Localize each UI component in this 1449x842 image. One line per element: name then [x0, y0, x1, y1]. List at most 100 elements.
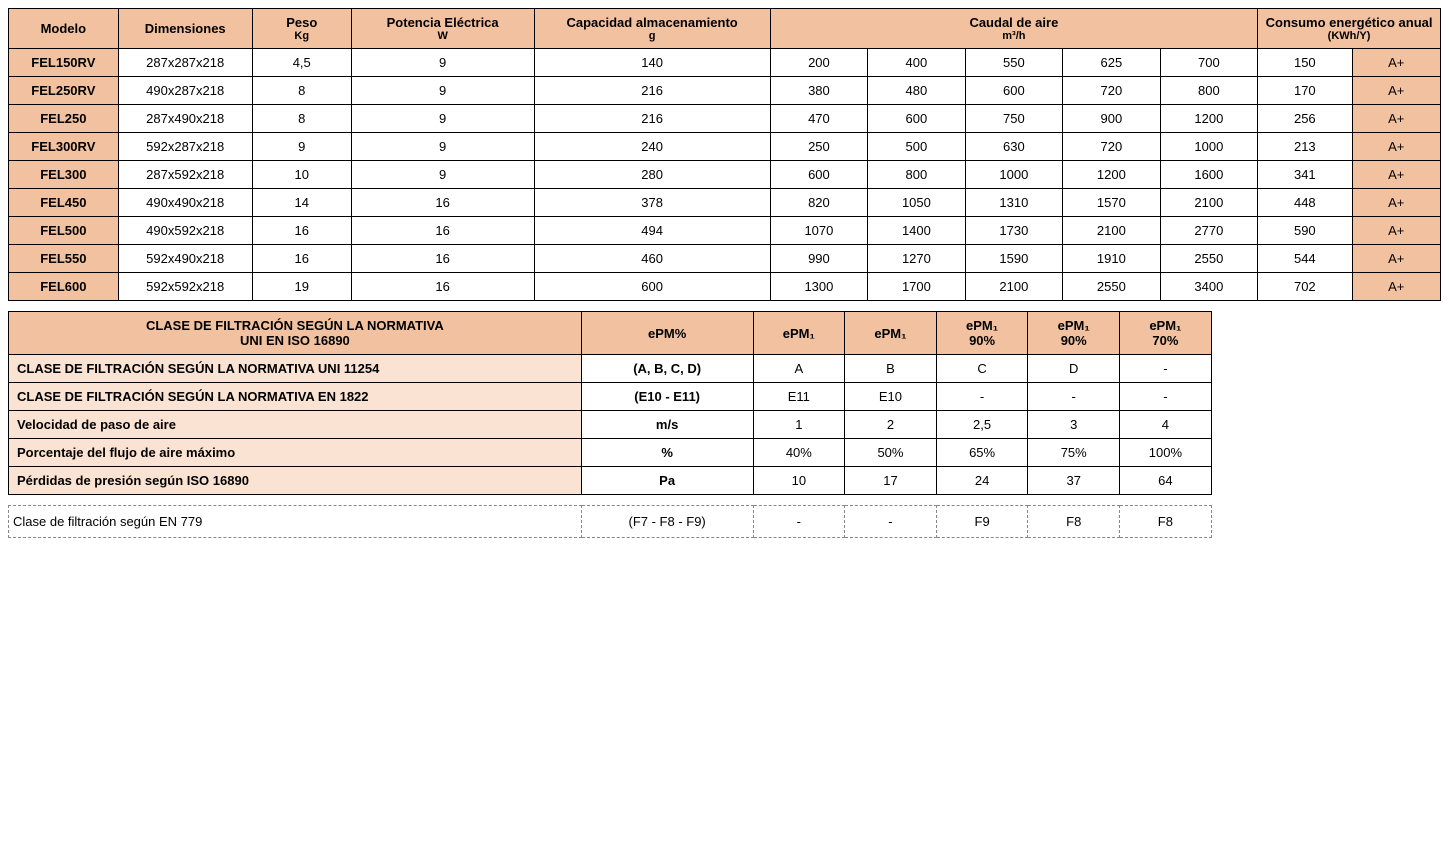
rating-cell: A+	[1352, 273, 1440, 301]
pot-cell: 9	[351, 105, 534, 133]
cap-cell: 216	[534, 77, 770, 105]
filter-header-epm: ePM%	[581, 312, 753, 355]
pot-cell: 9	[351, 77, 534, 105]
filter-row-label: CLASE DE FILTRACIÓN SEGÚN LA NORMATIVA U…	[9, 355, 582, 383]
kwh-cell: 213	[1258, 133, 1352, 161]
rating-cell: A+	[1352, 77, 1440, 105]
spec-table: Modelo Dimensiones Peso Kg Potencia Eléc…	[8, 8, 1441, 301]
filter-row-value: -	[1028, 383, 1120, 411]
q2-cell: 600	[868, 105, 965, 133]
spec-row: FEL600592x592x21819166001300170021002550…	[9, 273, 1441, 301]
filter-header-c5: ePM₁ 70%	[1120, 312, 1212, 355]
filter-row-label: Velocidad de paso de aire	[9, 411, 582, 439]
q2-cell: 1700	[868, 273, 965, 301]
q5-cell: 1000	[1160, 133, 1257, 161]
peso-cell: 14	[252, 189, 351, 217]
header-capacidad: Capacidad almacenamiento g	[534, 9, 770, 49]
q1-cell: 380	[770, 77, 867, 105]
q4-cell: 720	[1063, 133, 1160, 161]
filter-header-c3-t: ePM₁	[966, 318, 998, 333]
header-consumo: Consumo energético anual (KWh/Y)	[1258, 9, 1441, 49]
filter-row-value: 100%	[1120, 439, 1212, 467]
filter-row-value: E10	[845, 383, 937, 411]
dim-cell: 592x287x218	[118, 133, 252, 161]
q4-cell: 2100	[1063, 217, 1160, 245]
rating-cell: A+	[1352, 49, 1440, 77]
header-potencia-unit: W	[356, 30, 530, 42]
pot-cell: 9	[351, 49, 534, 77]
cap-cell: 280	[534, 161, 770, 189]
filter-class-table: CLASE DE FILTRACIÓN SEGÚN LA NORMATIVA U…	[8, 311, 1212, 495]
q3-cell: 1590	[965, 245, 1062, 273]
en779-v1: -	[753, 506, 845, 538]
q5-cell: 700	[1160, 49, 1257, 77]
q4-cell: 2550	[1063, 273, 1160, 301]
pot-cell: 16	[351, 245, 534, 273]
header-capacidad-unit: g	[539, 30, 766, 42]
filter-header-title-l1: CLASE DE FILTRACIÓN SEGÚN LA NORMATIVA	[146, 318, 444, 333]
filter-header-title-l2: UNI EN ISO 16890	[240, 333, 350, 348]
filter-header-title: CLASE DE FILTRACIÓN SEGÚN LA NORMATIVA U…	[9, 312, 582, 355]
spec-row: FEL300RV592x287x218992402505006307201000…	[9, 133, 1441, 161]
en779-label: Clase de filtración según EN 779	[9, 506, 582, 538]
kwh-cell: 590	[1258, 217, 1352, 245]
rating-cell: A+	[1352, 161, 1440, 189]
filter-row-unit: m/s	[581, 411, 753, 439]
q3-cell: 630	[965, 133, 1062, 161]
header-peso: Peso Kg	[252, 9, 351, 49]
dim-cell: 287x287x218	[118, 49, 252, 77]
header-caudal-unit: m³/h	[775, 30, 1253, 42]
filter-header-c4: ePM₁ 90%	[1028, 312, 1120, 355]
spec-row: FEL250287x490x21889216470600750900120025…	[9, 105, 1441, 133]
q5-cell: 1600	[1160, 161, 1257, 189]
q1-cell: 1070	[770, 217, 867, 245]
q2-cell: 1270	[868, 245, 965, 273]
filter-header-c2: ePM₁	[845, 312, 937, 355]
filter-row-value: 65%	[936, 439, 1028, 467]
dim-cell: 287x592x218	[118, 161, 252, 189]
model-cell: FEL250	[9, 105, 119, 133]
en779-v2: -	[845, 506, 937, 538]
model-cell: FEL300	[9, 161, 119, 189]
header-caudal-title: Caudal de aire	[969, 15, 1058, 30]
kwh-cell: 170	[1258, 77, 1352, 105]
q2-cell: 1400	[868, 217, 965, 245]
en779-v4: F8	[1028, 506, 1120, 538]
filter-row-label: Porcentaje del flujo de aire máximo	[9, 439, 582, 467]
kwh-cell: 448	[1258, 189, 1352, 217]
spec-row: FEL150RV287x287x2184,5914020040055062570…	[9, 49, 1441, 77]
cap-cell: 460	[534, 245, 770, 273]
en779-v5: F8	[1120, 506, 1212, 538]
spec-row: FEL250RV490x287x218892163804806007208001…	[9, 77, 1441, 105]
filter-header-c3-b: 90%	[969, 333, 995, 348]
q4-cell: 1570	[1063, 189, 1160, 217]
filter-row: Pérdidas de presión según ISO 16890Pa101…	[9, 467, 1212, 495]
filter-row-value: 17	[845, 467, 937, 495]
rating-cell: A+	[1352, 217, 1440, 245]
filter-row-value: 1	[753, 411, 845, 439]
filter-row-value: 2	[845, 411, 937, 439]
pot-cell: 16	[351, 217, 534, 245]
kwh-cell: 256	[1258, 105, 1352, 133]
dim-cell: 592x592x218	[118, 273, 252, 301]
q5-cell: 1200	[1160, 105, 1257, 133]
en779-row: Clase de filtración según EN 779 (F7 - F…	[9, 506, 1212, 538]
q2-cell: 400	[868, 49, 965, 77]
model-cell: FEL250RV	[9, 77, 119, 105]
filter-row-value: 24	[936, 467, 1028, 495]
q3-cell: 750	[965, 105, 1062, 133]
peso-cell: 10	[252, 161, 351, 189]
q3-cell: 2100	[965, 273, 1062, 301]
peso-cell: 9	[252, 133, 351, 161]
q1-cell: 1300	[770, 273, 867, 301]
rating-cell: A+	[1352, 245, 1440, 273]
q4-cell: 1910	[1063, 245, 1160, 273]
filter-row: Porcentaje del flujo de aire máximo%40%5…	[9, 439, 1212, 467]
filter-row-unit: (E10 - E11)	[581, 383, 753, 411]
header-dimensiones: Dimensiones	[118, 9, 252, 49]
q3-cell: 550	[965, 49, 1062, 77]
q3-cell: 600	[965, 77, 1062, 105]
filter-header-c3: ePM₁ 90%	[936, 312, 1028, 355]
model-cell: FEL500	[9, 217, 119, 245]
filter-row-value: 10	[753, 467, 845, 495]
